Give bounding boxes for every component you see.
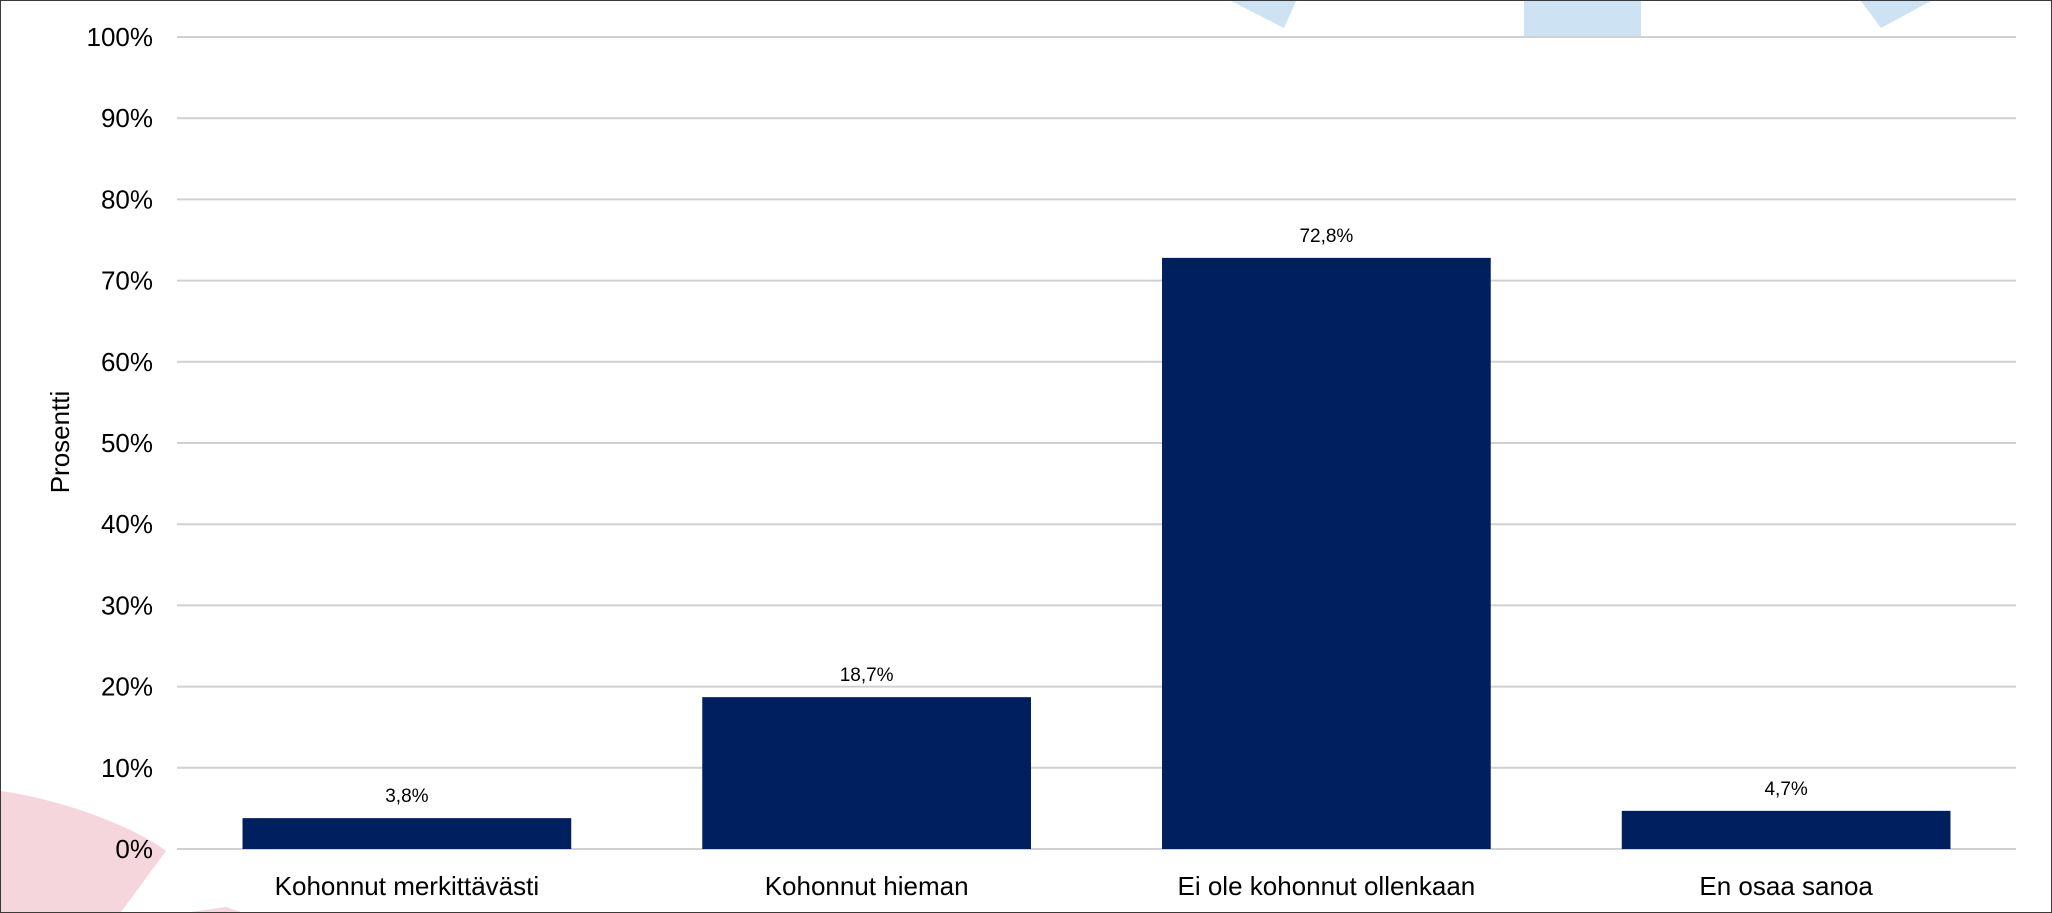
watermark — [1, 1, 1931, 912]
y-tick-label: 0% — [115, 834, 153, 864]
data-label: 3,8% — [385, 786, 428, 807]
bar — [702, 697, 1031, 849]
y-axis-title: Prosentti — [45, 391, 75, 494]
y-axis-ticks: 0% 10% 20% 30% 40% 50% 60% 70% 80% 90% 100% — [87, 22, 154, 864]
data-labels: 3,8% 18,7% 72,8% 4,7% — [385, 226, 1808, 807]
x-category-label: Kohonnut hieman — [765, 871, 969, 901]
x-category-label: Ei ole kohonnut ollenkaan — [1177, 871, 1475, 901]
bar — [242, 818, 572, 849]
y-tick-label: 40% — [101, 509, 153, 539]
bars — [242, 257, 1951, 849]
watermark-blue-shape — [1861, 1, 1931, 28]
x-category-label: En osaa sanoa — [1699, 871, 1873, 901]
bar — [1162, 257, 1491, 849]
data-label: 72,8% — [1299, 226, 1353, 247]
watermark-blue-shape — [1231, 1, 1296, 28]
y-tick-label: 50% — [101, 428, 153, 458]
watermark-pink-shape — [191, 907, 241, 912]
y-tick-label: 10% — [101, 753, 153, 783]
y-tick-label: 90% — [101, 103, 153, 133]
bar — [1621, 810, 1951, 849]
x-axis-categories: Kohonnut merkittävästi Kohonnut hieman Ei … — [275, 871, 1874, 901]
y-tick-label: 80% — [101, 184, 153, 214]
x-category-label: Kohonnut merkittävästi — [275, 871, 539, 901]
y-tick-label: 20% — [101, 672, 153, 702]
y-tick-label: 30% — [101, 590, 153, 620]
y-tick-label: 60% — [101, 347, 153, 377]
data-label: 4,7% — [1764, 779, 1807, 800]
y-tick-label: 70% — [101, 266, 153, 296]
watermark-blue-shape — [1524, 1, 1641, 37]
data-label: 18,7% — [840, 665, 894, 686]
watermark-pink-shape — [1, 791, 166, 912]
gridlines — [177, 36, 2016, 850]
y-tick-label: 100% — [87, 22, 154, 52]
